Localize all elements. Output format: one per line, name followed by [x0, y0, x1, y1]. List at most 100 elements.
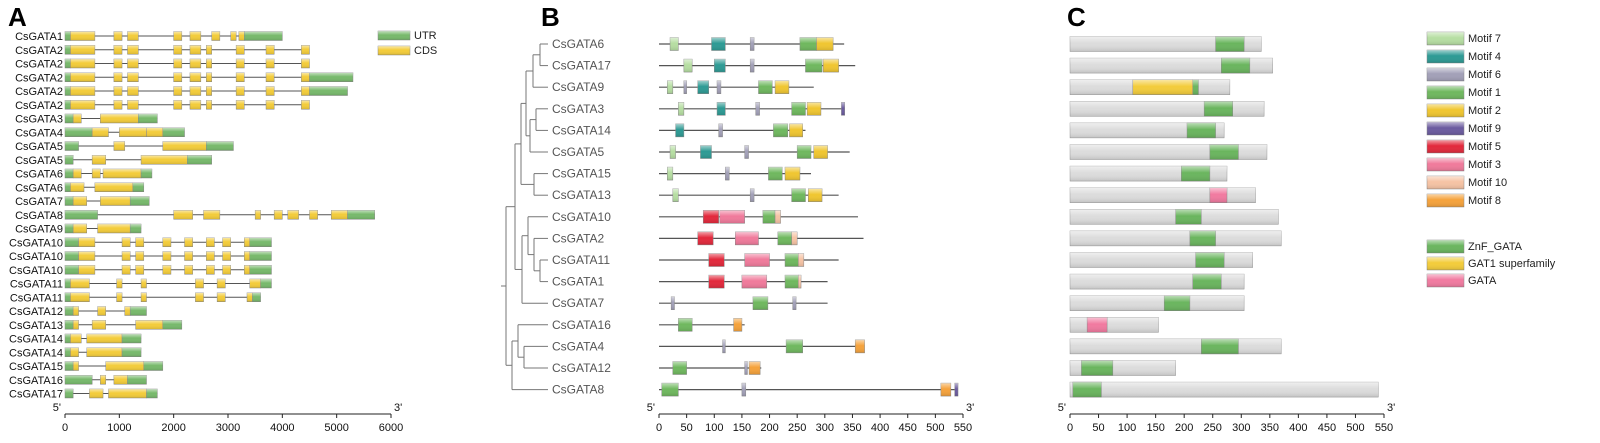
- protein-backbone-shade: [1070, 122, 1225, 138]
- legend-motif_5-swatch-shade: [1427, 140, 1464, 153]
- cds-block-shade: [97, 224, 131, 233]
- utr-block-shade: [65, 210, 98, 220]
- gene-name: CsGATA3: [15, 114, 63, 126]
- protein-backbone-shade: [1070, 101, 1265, 117]
- motif_2-block-shade: [808, 188, 823, 202]
- cds-block-shade: [266, 72, 275, 82]
- cds-block-shade: [211, 31, 220, 41]
- legend-motif_1-swatch-shade: [1427, 86, 1464, 99]
- panel-b-tick-label: 150: [733, 422, 751, 434]
- cds-block-shade: [266, 86, 275, 96]
- cds-block-shade: [173, 31, 182, 41]
- motif_3-block-shade: [735, 231, 759, 245]
- legend-motif_3-swatch-shade: [1427, 158, 1464, 171]
- znf_gata-domain-block-shade: [1187, 122, 1216, 138]
- panel-c-proteins: [1069, 36, 1379, 398]
- cds-block-shade: [247, 292, 253, 302]
- utr-block-shade: [252, 292, 261, 302]
- protein-backbone-shade: [1070, 252, 1253, 268]
- gene-name: CsGATA12: [9, 306, 63, 318]
- utr-block-shade: [122, 347, 142, 357]
- protein-backbone-shade: [1070, 209, 1279, 225]
- motif_6-block-shade: [717, 80, 721, 94]
- protein-motif-row: CsGATA15: [552, 167, 811, 181]
- panel-b-tick-label: 550: [954, 422, 972, 434]
- utr-block-shade: [65, 389, 74, 398]
- panel-a-legend: UTR CDS: [377, 30, 437, 57]
- cds-block-shade: [70, 279, 90, 288]
- znf_gata-domain-block-shade: [1204, 101, 1233, 117]
- gene-row: CsGATA2: [15, 86, 348, 98]
- motif_2-block-shade: [816, 37, 834, 51]
- motif_1-block-shade: [773, 123, 788, 137]
- utr-block-shade: [65, 347, 71, 357]
- motif_1-block-shade: [672, 361, 687, 375]
- cds-block-shade: [301, 45, 310, 55]
- legend-motif_9-label: Motif 9: [1468, 123, 1501, 135]
- motif_6-block-shade: [744, 145, 749, 159]
- motif_1-block-shade: [785, 253, 799, 267]
- motif_2-block-shade: [813, 145, 828, 159]
- znf_gata-domain-block-shade: [1201, 338, 1239, 354]
- motif_7-block-shade: [672, 188, 679, 202]
- gene-row: CsGATA2: [15, 100, 310, 112]
- utr-block-shade: [187, 155, 212, 165]
- utr-block-shade: [206, 141, 234, 151]
- legend-motif_7-swatch-shade: [1427, 32, 1464, 45]
- cds-block-shade: [70, 59, 95, 68]
- cds-block-shade: [162, 251, 171, 261]
- znf_gata-domain-block-shade: [1209, 144, 1239, 160]
- motif_7-block-shade: [670, 37, 679, 51]
- cds-block-shade: [162, 265, 171, 275]
- motif_8-block-shade: [733, 318, 742, 332]
- cds-block-shade: [92, 169, 101, 178]
- panel-a-tick-label: 0: [62, 422, 68, 434]
- cds-block-shade: [97, 306, 106, 316]
- cds-block-shade: [73, 114, 82, 123]
- utr-block-shade: [244, 31, 283, 41]
- cds-block-shade: [70, 347, 79, 357]
- gene-row: CsGATA10: [9, 251, 272, 263]
- cds-block-shade: [162, 237, 171, 247]
- cds-block-shade: [78, 265, 95, 275]
- utr-block-shade: [249, 237, 272, 247]
- motif_6-block-shade: [744, 361, 748, 375]
- panel-b-tick-label: 350: [843, 422, 861, 434]
- motif_9-block-shade: [841, 102, 845, 116]
- cds-block-shade: [113, 141, 125, 151]
- utr-block-shade: [143, 361, 163, 371]
- motif_4-block-shade: [717, 102, 726, 116]
- cds-block-shade: [135, 320, 163, 330]
- panel-b-tick-label: 250: [788, 422, 806, 434]
- panel-c-tick-label: 350: [1261, 422, 1279, 434]
- cds-block-shade: [73, 306, 79, 316]
- protein-motif-row: CsGATA17: [552, 59, 856, 73]
- cds-block-shade: [217, 292, 226, 302]
- legend-motif_2-label: Motif 2: [1468, 105, 1501, 117]
- legend-motif_5-label: Motif 5: [1468, 141, 1501, 153]
- gene-name: CsGATA14: [9, 334, 63, 346]
- motif_8-block-shade: [940, 383, 951, 397]
- gene-name: CsGATA5: [15, 141, 63, 153]
- gene-row: CsGATA5: [15, 155, 212, 167]
- panel-c-tick-label: 450: [1318, 422, 1336, 434]
- cds-block-shade: [73, 320, 79, 330]
- cds-block-shade: [70, 292, 90, 302]
- motif_2-block-shade: [789, 123, 803, 137]
- utr-block-shade: [249, 265, 272, 275]
- cds-block-shade: [173, 59, 182, 68]
- utr-block-shade: [65, 31, 71, 41]
- motif_6-block-shade: [741, 383, 746, 397]
- legend-motif_8-swatch-shade: [1427, 194, 1464, 207]
- motif_8-block-shade: [749, 361, 761, 375]
- cds-block-shade: [70, 334, 82, 343]
- panel-c-tick-label: 200: [1175, 422, 1193, 434]
- protein-name: CsGATA7: [552, 296, 605, 310]
- protein-domain-row: [1069, 381, 1379, 398]
- cds-block-shade: [92, 155, 106, 165]
- motif_1-block-shade: [768, 167, 783, 181]
- protein-domain-row: [1069, 338, 1282, 355]
- protein-backbone-shade: [1070, 317, 1159, 333]
- cds-block-shade: [238, 31, 245, 41]
- utr-block-shade: [162, 127, 185, 137]
